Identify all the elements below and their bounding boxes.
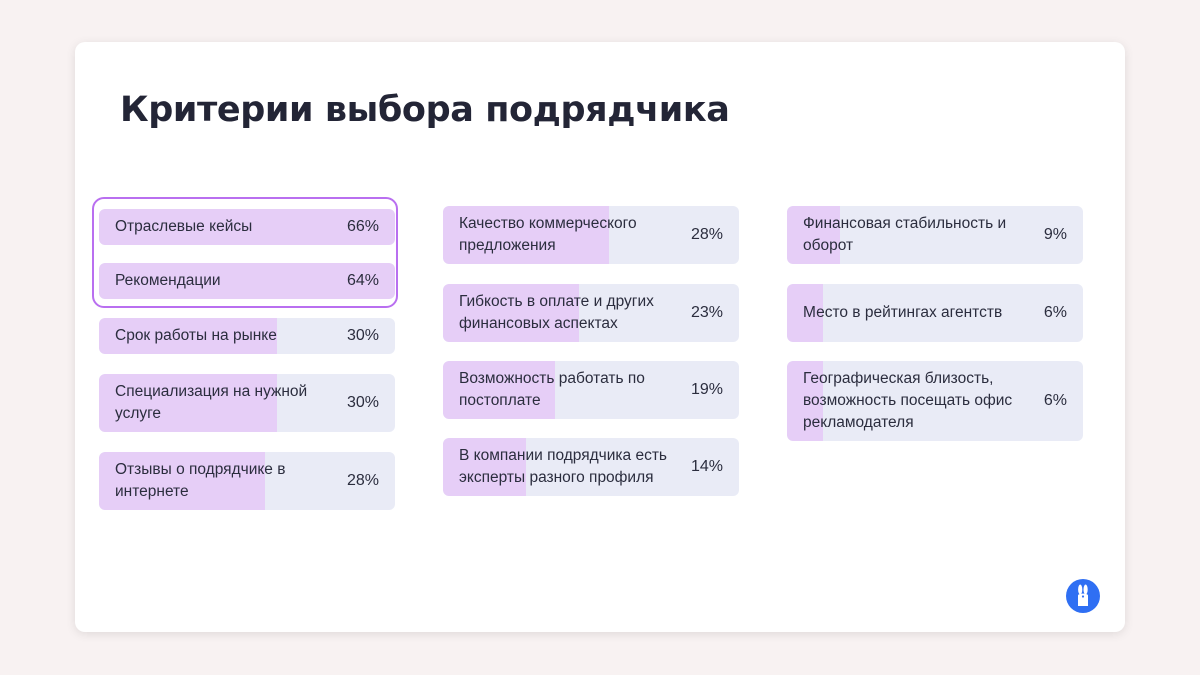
criterion-value: 9%: [1043, 226, 1067, 243]
criterion-bar: Специализация на нужной услуге 30%: [99, 374, 395, 432]
criterion-bar-fill: [443, 284, 580, 342]
criterion-value: 66%: [346, 218, 379, 235]
criterion-bar-fill: [99, 318, 277, 354]
criterion-label: Гибкость в оплате и других финансовых ас…: [459, 293, 654, 332]
criterion-bar: Отзывы о подрядчике в интернете 28%: [99, 452, 395, 510]
criterion-label: Возможность работать по постоплате: [459, 370, 645, 409]
criterion-bar: Срок работы на рынке 30%: [99, 318, 395, 354]
criterion-label: Специализация на нужной услуге: [115, 383, 308, 422]
criterion-bar-fill: [443, 361, 556, 419]
criterion-value: 14%: [690, 458, 723, 475]
criterion-label: Место в рейтингах агентств: [803, 304, 1003, 321]
criterion-label: Качество коммерческого предложения: [459, 215, 637, 254]
criterion-label: Срок работы на рынке: [115, 327, 277, 344]
criterion-label: В компании подрядчика есть эксперты разн…: [459, 447, 668, 486]
criterion-label: Финансовая стабильность и оборот: [803, 215, 1007, 254]
criterion-bar-fill: [99, 209, 395, 245]
criterion-label: Рекомендации: [115, 272, 221, 289]
top-criteria-highlight: [92, 197, 398, 308]
criterion-value: 23%: [690, 304, 723, 321]
criterion-bar: Рекомендации 64%: [99, 263, 395, 299]
criterion-label: Отзывы о подрядчике в интернете: [115, 461, 286, 500]
criterion-bar: Отраслевые кейсы 66%: [99, 209, 395, 245]
criterion-bar-fill: [99, 452, 265, 510]
criterion-value: 6%: [1043, 392, 1067, 409]
criterion-bar-fill: [443, 438, 526, 496]
rabbit-logo-icon: [1066, 579, 1100, 613]
criterion-value: 19%: [690, 381, 723, 398]
criterion-value: 28%: [346, 472, 379, 489]
criterion-bar: Возможность работать по постоплате 19%: [443, 361, 739, 419]
criterion-label: Географическая близость, возможность пос…: [803, 370, 1013, 431]
criterion-value: 30%: [346, 394, 379, 411]
criterion-bar: Географическая близость, возможность пос…: [787, 361, 1083, 441]
criterion-bar-fill: [443, 206, 609, 264]
slide-card: Критерии выбора подрядчика Отраслевые ке…: [75, 42, 1125, 632]
criterion-bar-fill: [787, 361, 823, 441]
criterion-bar-fill: [787, 284, 823, 342]
criterion-value: 30%: [346, 327, 379, 344]
criterion-bar-fill: [787, 206, 841, 264]
criterion-bar: Качество коммерческого предложения 28%: [443, 206, 739, 264]
page-title: Критерии выбора подрядчика: [120, 90, 730, 130]
criterion-bar-fill: [99, 374, 277, 432]
criterion-bar: Место в рейтингах агентств 6%: [787, 284, 1083, 342]
criterion-label: Отраслевые кейсы: [115, 218, 253, 235]
logo-glyph: [1078, 584, 1088, 606]
criterion-bar: Гибкость в оплате и других финансовых ас…: [443, 284, 739, 342]
criterion-value: 64%: [346, 272, 379, 289]
criterion-value: 6%: [1043, 304, 1067, 321]
criterion-bar-fill: [99, 263, 395, 299]
criterion-bar: Финансовая стабильность и оборот 9%: [787, 206, 1083, 264]
criterion-bar: В компании подрядчика есть эксперты разн…: [443, 438, 739, 496]
criterion-value: 28%: [690, 226, 723, 243]
